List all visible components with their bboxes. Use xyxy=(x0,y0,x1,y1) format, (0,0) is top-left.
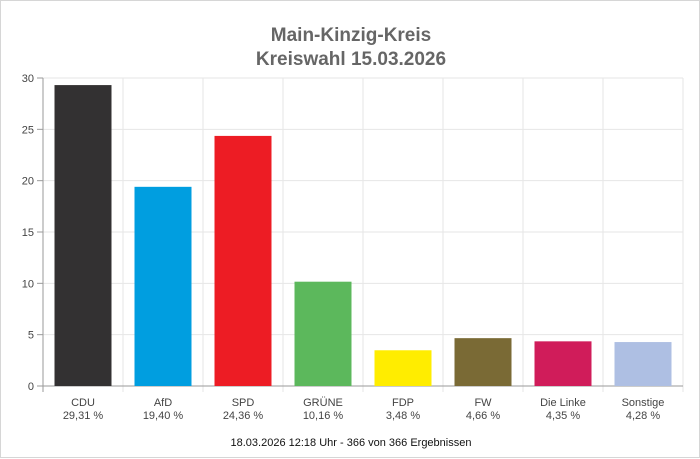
chart-title: Main-Kinzig-Kreis xyxy=(271,25,431,46)
bar-spd xyxy=(214,135,272,386)
grid xyxy=(42,77,684,392)
category-label: Die Linke xyxy=(540,397,586,409)
y-tick-label: 0 xyxy=(28,381,34,393)
category-label: SPD xyxy=(232,397,255,409)
bar-die-linke xyxy=(534,341,592,386)
chart-subtitle: Kreiswahl 15.03.2026 xyxy=(256,49,446,70)
bar-cdu xyxy=(54,85,112,387)
bar-grüne xyxy=(294,281,352,386)
y-tick-label: 25 xyxy=(22,124,34,136)
value-label: 4,35 % xyxy=(546,410,580,422)
category-label: AfD xyxy=(154,397,172,409)
value-label: 19,40 % xyxy=(143,410,184,422)
value-label: 24,36 % xyxy=(223,410,264,422)
category-label: FDP xyxy=(392,397,414,409)
y-tick-label: 15 xyxy=(22,227,34,239)
chart-footer: 18.03.2026 12:18 Uhr - 366 von 366 Ergeb… xyxy=(231,437,472,449)
value-label: 10,16 % xyxy=(303,410,344,422)
bars xyxy=(54,85,672,387)
value-label: 29,31 % xyxy=(63,410,104,422)
y-tick-label: 30 xyxy=(22,73,34,85)
category-label: FW xyxy=(474,397,492,409)
y-tick-label: 20 xyxy=(22,176,34,188)
bar-afd xyxy=(134,186,192,386)
value-label: 4,66 % xyxy=(466,410,500,422)
category-label: GRÜNE xyxy=(303,397,343,409)
bar-fdp xyxy=(374,350,432,386)
value-label: 3,48 % xyxy=(386,410,420,422)
bar-fw xyxy=(454,338,512,386)
y-tick-label: 5 xyxy=(28,330,34,342)
bar-sonstige xyxy=(614,342,672,386)
value-label: 4,28 % xyxy=(626,410,660,422)
category-label: CDU xyxy=(71,397,95,409)
y-tick-label: 10 xyxy=(22,278,34,290)
category-label: Sonstige xyxy=(622,397,665,409)
y-axis: 0 5 10 15 20 25 30 xyxy=(22,73,43,393)
